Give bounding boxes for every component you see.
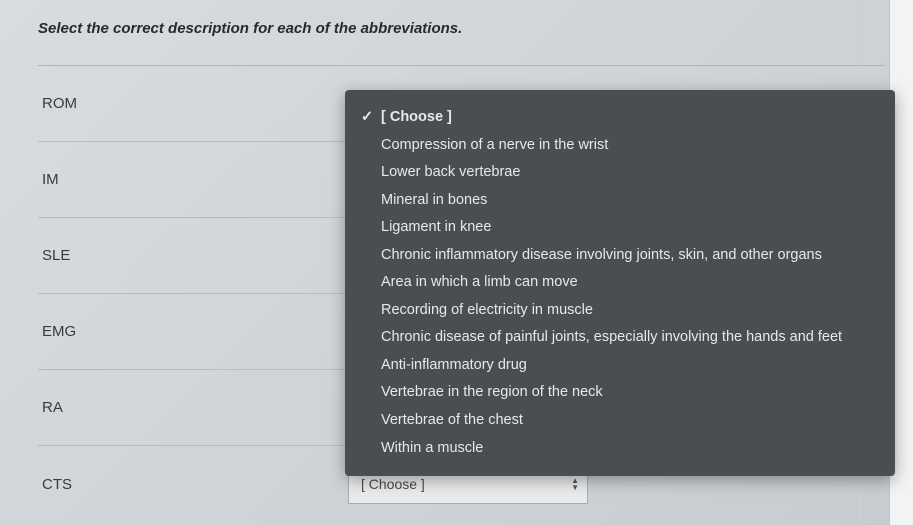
dropdown-option[interactable]: Lower back vertebrae (359, 159, 877, 187)
dropdown-option[interactable]: Area in which a limb can move (359, 269, 877, 297)
dropdown-menu: [ Choose ] Compression of a nerve in the… (345, 90, 895, 476)
abbrev-label: ROM (38, 95, 348, 112)
dropdown-option[interactable]: Vertebrae of the chest (359, 407, 877, 435)
abbrev-label: RA (38, 399, 348, 416)
instruction-text: Select the correct description for each … (38, 20, 885, 37)
dropdown-option-selected[interactable]: [ Choose ] (359, 104, 877, 132)
abbrev-label: EMG (38, 323, 348, 340)
dropdown-option[interactable]: Mineral in bones (359, 187, 877, 215)
abbrev-label: SLE (38, 247, 348, 264)
dropdown-option[interactable]: Anti-inflammatory drug (359, 352, 877, 380)
dropdown-option[interactable]: Chronic inflammatory disease involving j… (359, 242, 877, 270)
dropdown-option[interactable]: Compression of a nerve in the wrist (359, 132, 877, 160)
dropdown-option[interactable]: Within a muscle (359, 435, 877, 463)
abbrev-label: IM (38, 171, 348, 188)
dropdown-option[interactable]: Vertebrae in the region of the neck (359, 379, 877, 407)
dropdown-option[interactable]: Recording of electricity in muscle (359, 297, 877, 325)
dropdown-option[interactable]: Chronic disease of painful joints, espec… (359, 324, 877, 352)
choose-placeholder: [ Choose ] (361, 476, 425, 492)
dropdown-option[interactable]: Ligament in knee (359, 214, 877, 242)
abbrev-label: CTS (38, 476, 348, 493)
spinner-icon: ▲▼ (571, 477, 579, 491)
